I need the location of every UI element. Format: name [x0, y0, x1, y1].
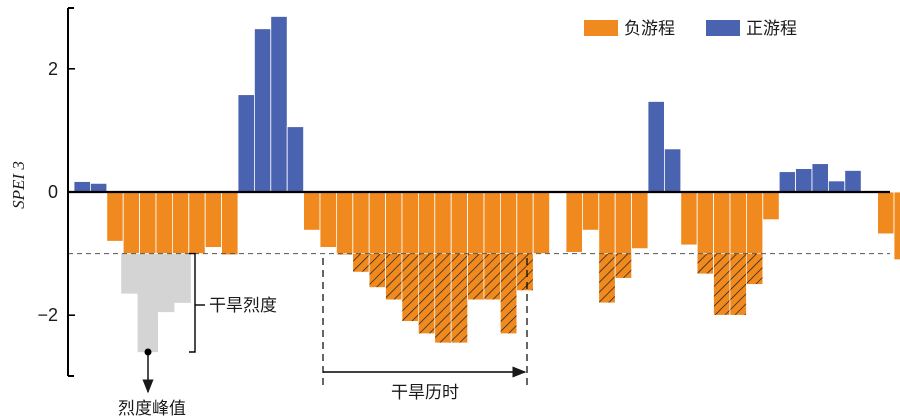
- legend-swatch: [584, 20, 618, 36]
- negative-bar: [680, 191, 698, 246]
- y-tick-label: −2: [37, 305, 58, 325]
- positive-bar: [844, 170, 862, 193]
- legend-swatch: [706, 20, 740, 36]
- positive-bar: [286, 126, 305, 193]
- legend-label: 负游程: [624, 19, 675, 39]
- hatched-bar-segment: [418, 253, 436, 334]
- negative-bar: [188, 191, 206, 254]
- positive-bar: [778, 171, 797, 193]
- peak-highlight-step: [170, 253, 191, 303]
- hatched-bar-segment: [352, 253, 370, 273]
- severity-label: 干旱烈度: [209, 296, 277, 316]
- hatched-bar-segment: [696, 253, 714, 275]
- positive-bar: [647, 101, 665, 193]
- hatched-bar-segment: [368, 253, 386, 288]
- hatched-bar-segment: [598, 253, 616, 304]
- hatched-bar-segment: [401, 253, 419, 322]
- positive-bar: [253, 28, 272, 193]
- positive-bar: [237, 94, 255, 193]
- positive-bar: [90, 182, 108, 193]
- y-tick-label: 2: [48, 59, 58, 79]
- legend-group: 负游程 正游程: [584, 19, 797, 39]
- hatched-bar-segment: [729, 253, 747, 316]
- peak-highlight-group: [121, 253, 191, 353]
- hatched-bar-segment: [746, 253, 764, 285]
- hatched-bar-segment: [450, 253, 468, 344]
- negative-bar: [631, 191, 649, 250]
- negative-bar: [221, 191, 239, 256]
- y-tick-label: 0: [48, 182, 58, 202]
- negative-bar: [893, 191, 900, 261]
- legend-label: 正游程: [746, 19, 797, 39]
- bars-group: [73, 16, 900, 344]
- negative-bar: [171, 191, 190, 254]
- peak-highlight-step: [154, 253, 175, 313]
- hatched-bar-segment: [614, 253, 632, 279]
- negative-bar: [155, 191, 173, 254]
- positive-bar: [828, 180, 846, 193]
- negative-bar: [532, 191, 551, 254]
- negative-bar: [139, 191, 157, 254]
- axes-group: 2 0 −2 SPEI 3: [9, 7, 890, 377]
- y-axis-label: SPEI 3: [9, 161, 28, 209]
- negative-bar: [762, 191, 780, 221]
- negative-bar: [122, 191, 140, 254]
- hatched-bar-segment: [516, 253, 534, 291]
- severity-bracket: [189, 252, 196, 353]
- hatched-bar-segment: [385, 253, 403, 301]
- positive-bar: [664, 148, 682, 193]
- negative-bar: [877, 191, 895, 235]
- positive-bar: [270, 16, 288, 193]
- positive-bar: [811, 163, 829, 193]
- hatched-bar-segment: [467, 253, 485, 301]
- negative-bar: [319, 191, 337, 248]
- peak-highlight-step: [137, 253, 158, 353]
- hatched-bar-segment: [500, 253, 518, 334]
- negative-bar: [303, 191, 321, 231]
- negative-bar: [106, 191, 124, 242]
- positive-bar: [73, 181, 91, 193]
- positive-bar: [795, 168, 813, 193]
- negative-bar: [204, 191, 222, 248]
- negative-bar: [582, 191, 600, 231]
- negative-bar: [565, 191, 583, 253]
- hatched-bar-segment: [713, 253, 731, 316]
- peak-label: 烈度峰值: [118, 399, 186, 419]
- hatched-bar-segment: [434, 253, 452, 344]
- negative-bar: [335, 191, 354, 256]
- duration-label: 干旱历时: [391, 383, 459, 403]
- peak-highlight-step: [121, 253, 142, 294]
- hatched-bar-segment: [483, 253, 501, 301]
